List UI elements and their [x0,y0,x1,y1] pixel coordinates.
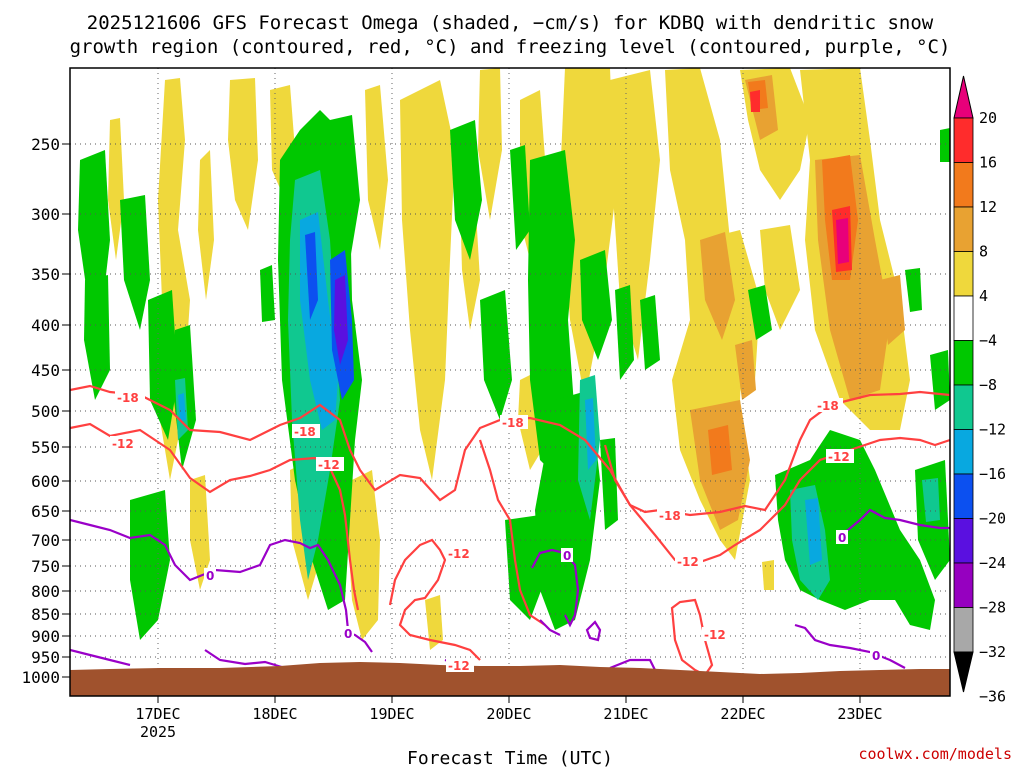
contour-label-red-2: -12 [112,437,134,451]
y-tick-label: 250 [31,135,60,154]
contour-label-red-10: -12 [828,450,850,464]
colorbar-segment [953,117,974,163]
colorbar-segment [953,429,974,475]
contour-label-red-3: -18 [294,425,316,439]
y-tick-label: 550 [31,438,60,457]
contour-label-purple-5: 0 [872,649,880,663]
colorbar-tick-label: −20 [979,510,1006,528]
colorbar-tick-label: −28 [979,599,1006,617]
colorbar-segment [953,340,974,386]
y-tick-label: 700 [31,531,60,550]
colorbar-tick-label: −12 [979,421,1006,439]
colorbar-segment [953,162,974,208]
colorbar-segment [953,473,974,519]
colorbar-segment [953,607,974,653]
colorbar-tick-label: 12 [979,198,997,216]
colorbar-bottom-triangle [953,651,974,693]
colorbar-tick-label: 4 [979,287,988,305]
omega-negative-24-32 [334,275,348,365]
y-tick-label: 350 [31,265,60,284]
x-tick-label: 17DEC [135,705,180,723]
chart-title-line-2: growth region (contoured, red, °C) and f… [70,36,951,58]
colorbar-top-triangle [953,75,974,119]
y-tick-label: 850 [31,605,60,624]
contour-label-purple-2: 0 [344,627,352,641]
y-tick-label: 600 [31,472,60,491]
y-tick-label: 450 [31,361,60,380]
x-axis-label: Forecast Time (UTC) [407,748,613,768]
y-tick-label: 400 [31,316,60,335]
x-tick-label: 23DEC [837,705,882,723]
colorbar-tick-label: −16 [979,465,1006,483]
x-axis: 17DEC 2025 18DEC 19DEC 20DEC 21DEC 22DEC… [135,696,883,768]
contour-label-purple-4: 0 [838,531,846,545]
y-tick-label: 750 [31,557,60,576]
contour-labels: -18 -12 -18 -12 -18 -12 -18 -12 -18 -12 … [110,390,882,673]
contour-label-red-5: -18 [502,416,524,430]
x-tick-label: 19DEC [369,705,414,723]
colorbar-segment [953,251,974,297]
y-axis: 250 300 350 400 450 500 550 600 650 700 … [21,135,70,687]
colorbar-tick-label: −8 [979,376,997,394]
x-tick-label: 18DEC [252,705,297,723]
colorbar-segment [953,518,974,564]
colorbar-segment [953,562,974,608]
y-tick-label: 950 [31,648,60,667]
contour-label-red-1: -18 [117,391,139,405]
colorbar-segment [953,295,974,341]
contour-label-purple-1: 0 [206,569,214,583]
colorbar-tick-label: 20 [979,109,997,127]
x-tick-label: 21DEC [603,705,648,723]
colorbar-tick-label: −36 [979,688,1006,706]
contour-label-red-8: -12 [677,555,699,569]
x-tick-label: 20DEC [486,705,531,723]
x-tick-label: 22DEC [720,705,765,723]
colorbar-tick-label: −24 [979,554,1006,572]
colorbar-tick-label: 8 [979,243,988,261]
colorbar-tick-label: −32 [979,643,1006,661]
contour-label-red-9: -18 [817,399,839,413]
contour-label-red-4: -12 [318,458,340,472]
chart-title-line-1: 2025121606 GFS Forecast Omega (shaded, −… [87,12,934,34]
y-tick-label: 650 [31,502,60,521]
contour-label-red-6: -12 [448,547,470,561]
contour-label-red-12: -12 [448,659,470,673]
colorbar-segment [953,384,974,430]
contour-label-red-7: -18 [659,509,681,523]
x-tick-year: 2025 [140,723,176,741]
colorbar-segment [953,206,974,252]
plot-frame [69,67,951,697]
terrain-fill [70,662,950,696]
contour-label-red-11: -12 [704,628,726,642]
y-tick-label: 500 [31,402,60,421]
red-contours [70,384,950,677]
y-tick-label: 800 [31,582,60,601]
source-credit: coolwx.com/models [858,745,1012,763]
y-tick-label: 300 [31,205,60,224]
colorbar-tick-label: 16 [979,154,997,172]
contour-label-purple-3: 0 [563,549,571,563]
y-tick-label: 1000 [21,668,60,687]
omega-positive-16-20 [750,90,852,272]
y-tick-label: 900 [31,627,60,646]
colorbar: 20 16 12 8 4 −4 −8 −12 −16 −20 −24 −28 −32 −36 [953,75,1006,706]
colorbar-tick-label: −4 [979,332,997,350]
